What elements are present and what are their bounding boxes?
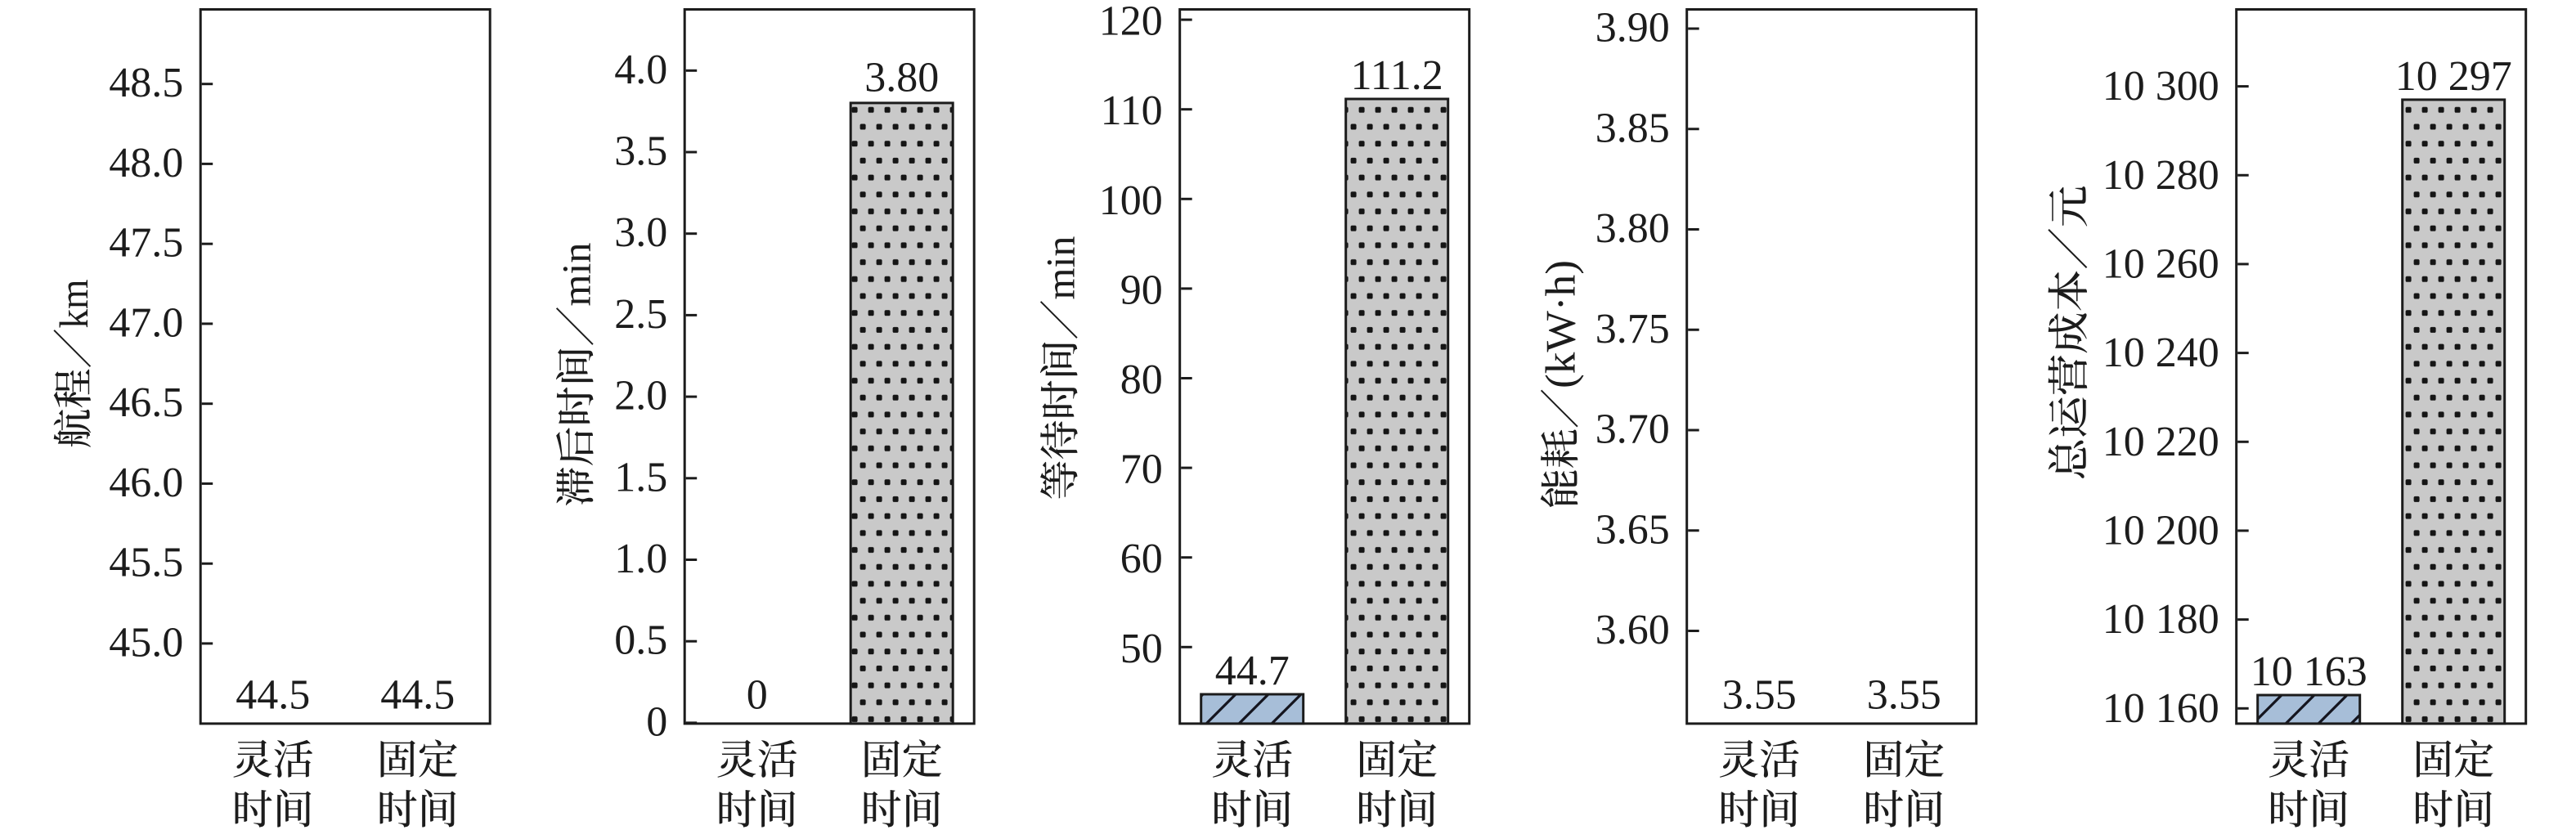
svg-text:3.85: 3.85	[1595, 105, 1670, 151]
svg-text:60: 60	[1120, 536, 1163, 582]
svg-text:3.0: 3.0	[614, 209, 667, 256]
svg-text:48.5: 48.5	[109, 60, 183, 106]
svg-text:50: 50	[1120, 626, 1163, 672]
svg-text:3.80: 3.80	[864, 55, 939, 101]
svg-text:3.90: 3.90	[1595, 5, 1670, 52]
svg-text:46.5: 46.5	[109, 379, 183, 426]
svg-text:47.5: 47.5	[109, 220, 183, 267]
svg-text:3.60: 3.60	[1595, 607, 1670, 653]
svg-text:1.0: 1.0	[614, 536, 667, 582]
svg-text:90: 90	[1120, 267, 1163, 313]
svg-text:110: 110	[1101, 87, 1163, 134]
svg-text:10 297: 10 297	[2395, 53, 2512, 100]
svg-text:min: min	[553, 243, 599, 307]
svg-text:10 163: 10 163	[2251, 648, 2367, 695]
svg-text:10 220: 10 220	[2103, 419, 2219, 465]
svg-text:44.5: 44.5	[236, 672, 310, 719]
svg-text:48.0: 48.0	[109, 140, 183, 186]
svg-text:0: 0	[747, 672, 768, 719]
svg-text:3.70: 3.70	[1595, 406, 1670, 453]
svg-text:80: 80	[1120, 357, 1163, 403]
svg-text:120: 120	[1099, 0, 1163, 45]
svg-text:3.80: 3.80	[1595, 205, 1670, 252]
svg-text:3.65: 3.65	[1595, 506, 1670, 553]
svg-text:47.0: 47.0	[109, 299, 183, 346]
svg-text:45.0: 45.0	[109, 619, 183, 666]
svg-text:10 200: 10 200	[2103, 507, 2219, 554]
svg-text:4.0: 4.0	[614, 47, 667, 93]
svg-text:10 240: 10 240	[2103, 330, 2219, 376]
svg-text:10 260: 10 260	[2103, 240, 2219, 287]
svg-text:100: 100	[1099, 177, 1163, 224]
svg-text:70: 70	[1120, 446, 1163, 493]
svg-text:46.0: 46.0	[109, 460, 183, 506]
svg-text:10 160: 10 160	[2103, 685, 2219, 732]
svg-text:10 280: 10 280	[2103, 152, 2219, 199]
svg-text:0: 0	[646, 698, 667, 745]
svg-text:3.5: 3.5	[614, 128, 667, 175]
svg-text:3.75: 3.75	[1595, 306, 1670, 352]
svg-text:10 180: 10 180	[2103, 596, 2219, 643]
svg-text:0.5: 0.5	[614, 617, 667, 664]
svg-text:44.7: 44.7	[1215, 648, 1290, 694]
svg-text:km: km	[51, 279, 96, 328]
svg-text:min: min	[1037, 236, 1083, 300]
svg-text:2.0: 2.0	[614, 373, 667, 420]
svg-text:111.2: 111.2	[1351, 52, 1443, 99]
svg-text:45.5: 45.5	[109, 540, 183, 586]
svg-text:2.5: 2.5	[614, 291, 667, 338]
svg-text:10 300: 10 300	[2103, 63, 2219, 110]
svg-text:3.55: 3.55	[1867, 672, 1941, 719]
svg-text:44.5: 44.5	[380, 672, 455, 719]
svg-text:1.5: 1.5	[614, 454, 667, 500]
svg-text:3.55: 3.55	[1722, 672, 1797, 719]
svg-text:(kW·h): (kW·h)	[1537, 260, 1584, 388]
